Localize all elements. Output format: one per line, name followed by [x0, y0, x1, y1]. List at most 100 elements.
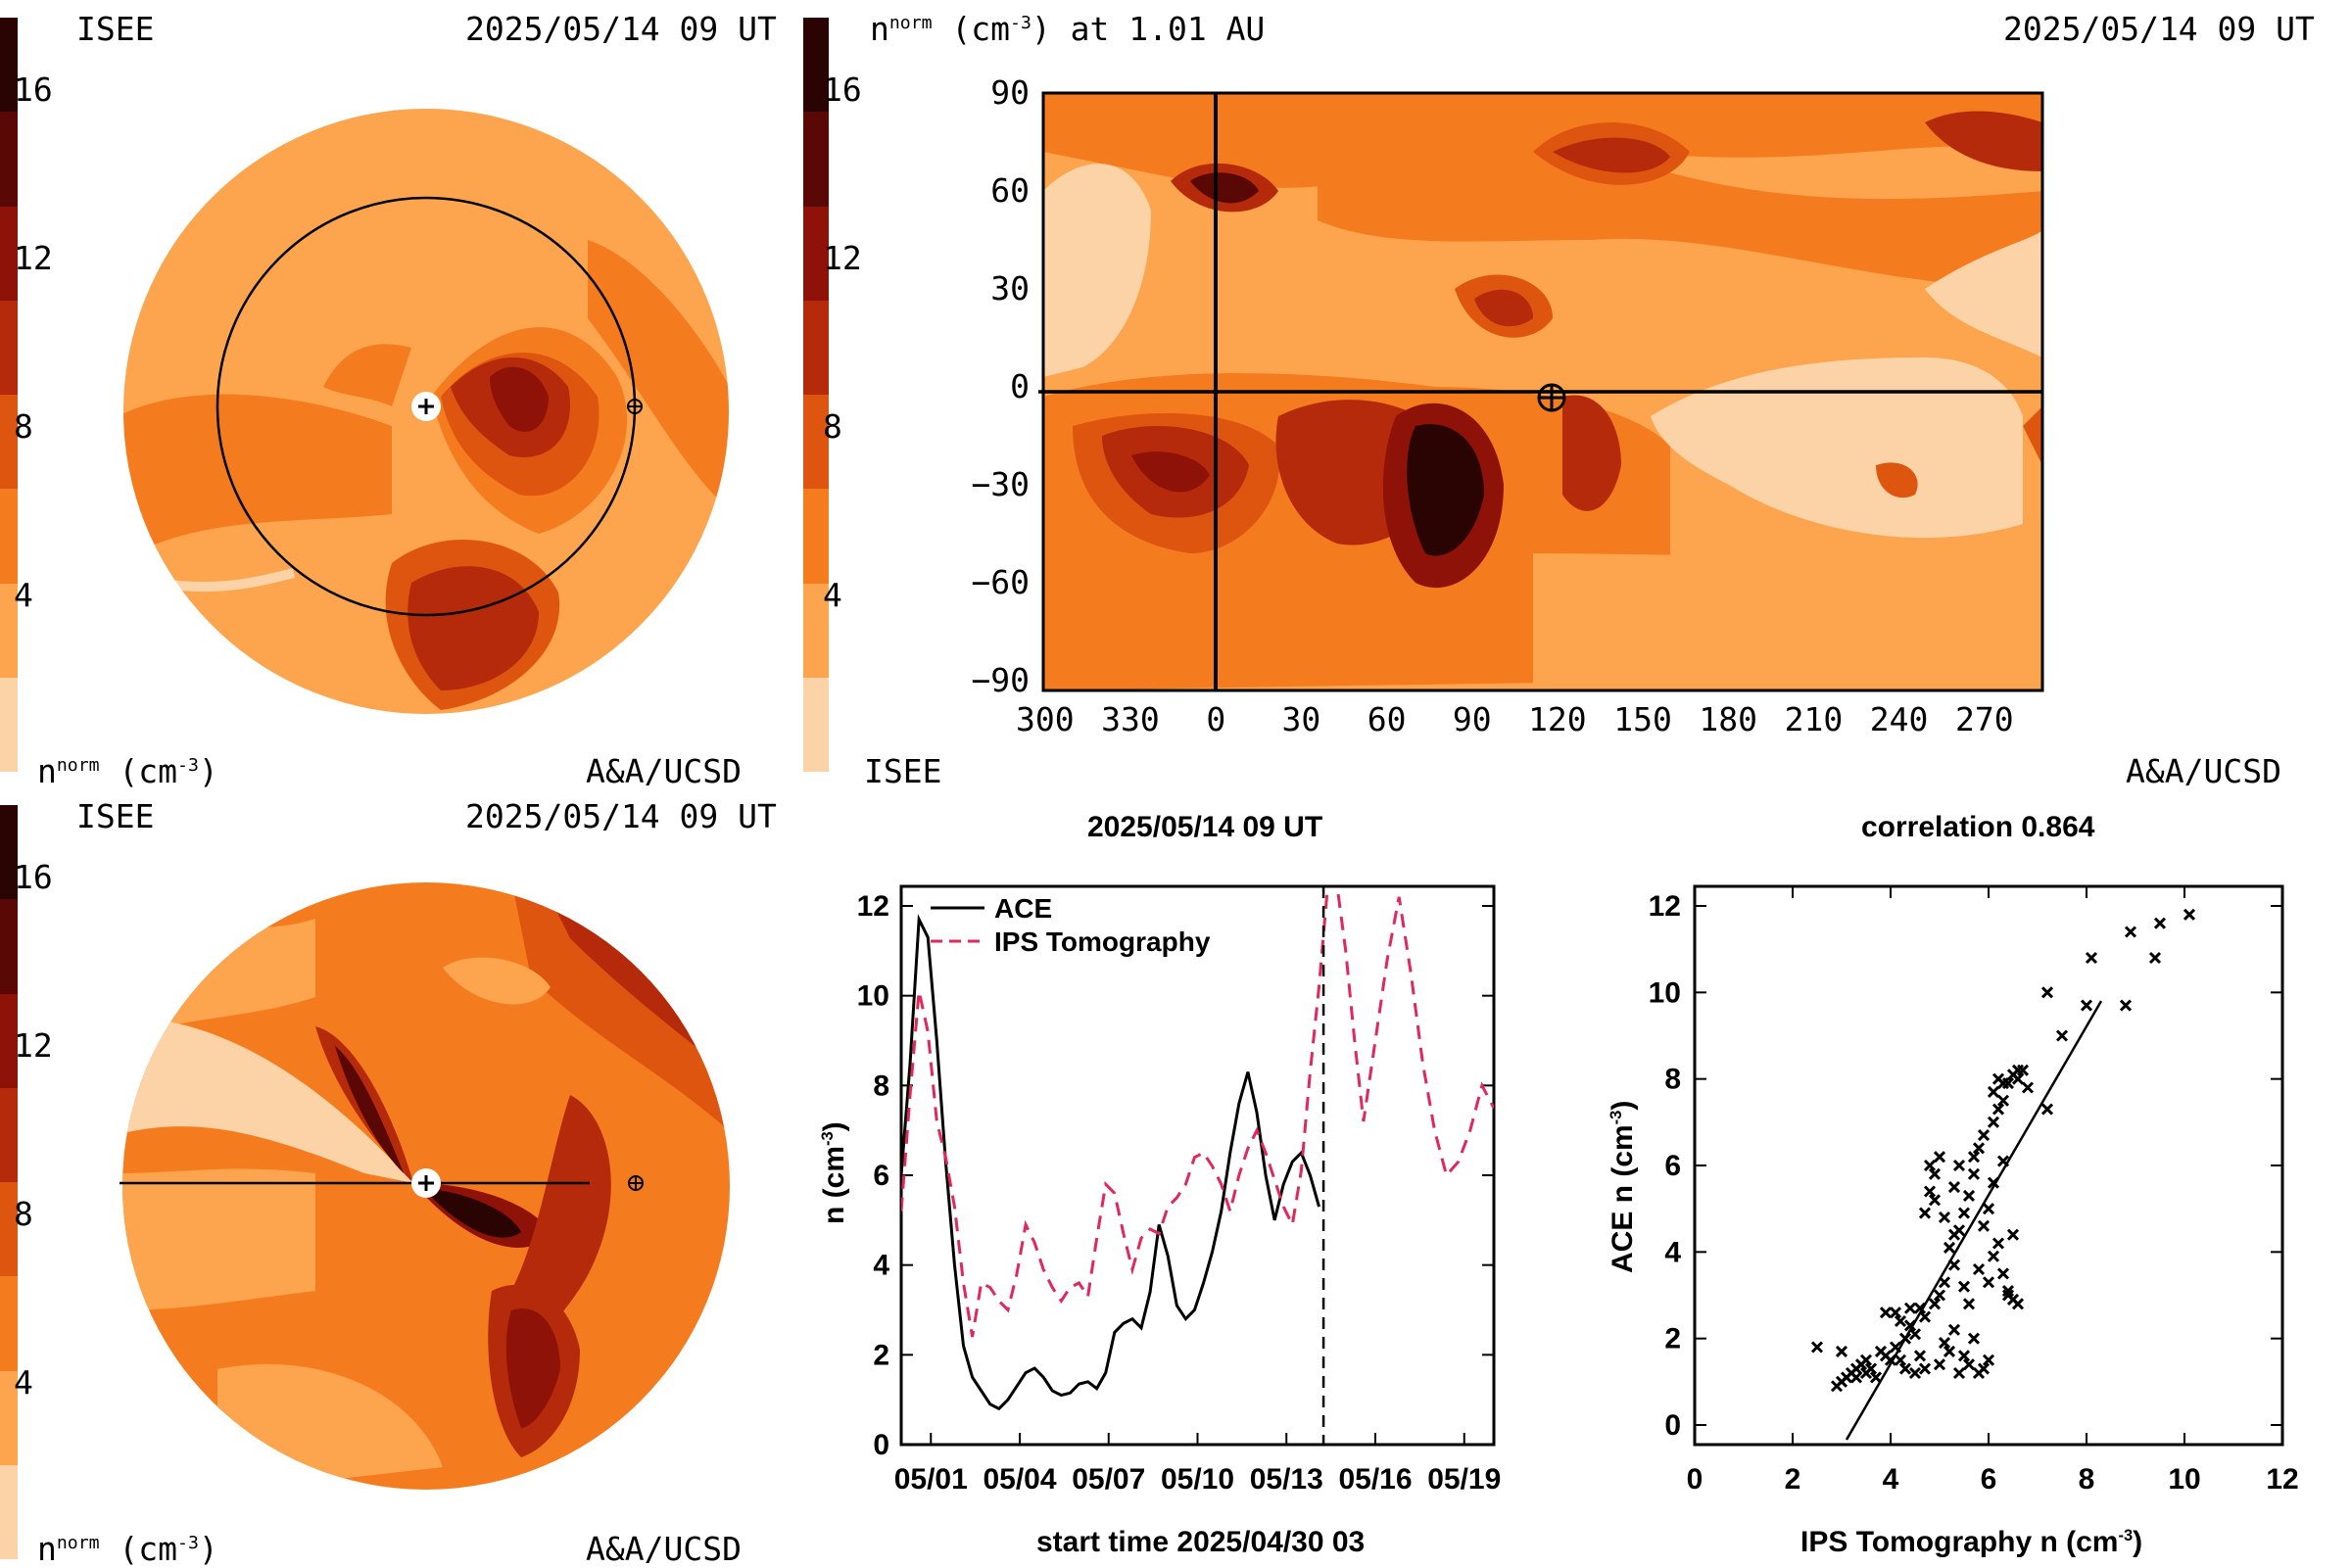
x-tick-label: 210	[1784, 700, 1844, 738]
timestamp-label: 2025/05/14 09 UT	[465, 10, 777, 48]
x-tick-label: 12	[2266, 1463, 2298, 1496]
scatter-point	[1962, 1298, 1976, 1310]
scatter-point	[2011, 1072, 2025, 1085]
scatter-point	[1987, 1116, 2000, 1128]
colorbar-tick-16: 16	[14, 71, 53, 109]
scatter-point	[2085, 951, 2098, 965]
scatter-point	[1918, 1310, 1932, 1323]
org-label: ISEE	[864, 752, 942, 790]
scatter-point	[1991, 1072, 2005, 1085]
x-tick-label: 180	[1699, 700, 1758, 738]
scatter-point	[1982, 1203, 1995, 1215]
y-tick-label: 30	[990, 269, 1030, 308]
timestamp-label: 2025/05/14 09 UT	[2003, 10, 2315, 48]
colorbar-segment	[0, 300, 18, 395]
scatter-point	[1908, 1328, 1922, 1341]
x-tick-label: 60	[1367, 700, 1407, 738]
scatter-point	[1996, 1094, 2010, 1107]
scatter-point	[1987, 1250, 2000, 1262]
scatter-point	[2148, 951, 2162, 965]
x-tick-label: 240	[1869, 700, 1929, 738]
colorbar-segment	[0, 1276, 18, 1371]
colorbar-segment	[803, 112, 829, 207]
colorbar-segment	[803, 300, 829, 395]
y-tick-label: −90	[971, 661, 1030, 699]
panel-time-series: 2025/05/14 09 UT 0 2 4 6 8 10 12 05/01 05/04 05/0…	[784, 793, 1567, 1567]
scatter-point	[1859, 1366, 1873, 1380]
scatter-point	[1869, 1371, 1883, 1384]
scatter-point	[1957, 1280, 1971, 1293]
scatter-point	[2153, 917, 2167, 929]
scatter-point	[1982, 1354, 1995, 1366]
scatter-point	[1962, 1189, 1976, 1202]
x-tick-label: 90	[1452, 700, 1492, 738]
scatter-point	[1996, 1267, 2010, 1280]
colorbar-tick-8: 8	[14, 407, 33, 446]
fit-line	[1845, 1000, 2103, 1441]
org-label: ISEE	[76, 10, 155, 48]
y-axis-label: n (cm-3)	[818, 1121, 850, 1224]
x-tick-label: 0	[1687, 1463, 1703, 1496]
panel-top-left: 16 12 8 4 ISEE 2025/05/14 09 UT nnorm (c…	[0, 0, 784, 793]
scatter-point	[1923, 1159, 1937, 1172]
unit-label: nnorm (cm-3)	[37, 752, 218, 790]
scatter-point	[1918, 1207, 1932, 1219]
panel-bottom-left: 16 12 8 4 ISEE 2025/05/14 09 UT nnorm (c…	[0, 793, 784, 1568]
legend-label: ACE	[994, 893, 1052, 924]
colorbar-tick-4: 4	[823, 576, 842, 614]
chart-title: 2025/05/14 09 UT	[1087, 811, 1323, 843]
x-tick-label: 05/16	[1338, 1463, 1412, 1496]
scatter-point	[2040, 1103, 2054, 1116]
scatter-point	[1903, 1302, 1917, 1314]
x-tick-label: 8	[2079, 1463, 2095, 1496]
colorbar-segment	[0, 206, 18, 301]
x-axis-label: IPS Tomography n (cm-3)	[1800, 1526, 2143, 1558]
panel-scatter: correlation 0.864 0 2 4 6 8 10 12 0 2 4 6 8 10 12 IPS…	[1567, 793, 2351, 1567]
y-tick-label: 10	[1649, 976, 1681, 1009]
colorbar-tick-4: 4	[14, 576, 33, 614]
scatter-point	[1987, 1085, 2000, 1098]
colorbar-segment	[803, 583, 829, 678]
colorbar-segment	[0, 1087, 18, 1182]
scatter-point	[2124, 926, 2137, 938]
scatter-point	[1913, 1350, 1927, 1362]
scatter-point	[1810, 1341, 1824, 1354]
scatter-point	[1928, 1167, 1942, 1180]
x-tick-label: 4	[1883, 1463, 1899, 1496]
scatter-point	[1987, 1176, 2000, 1189]
scatter-point	[1898, 1332, 1912, 1345]
credit-label: A&A/UCSD	[586, 1530, 742, 1568]
colorbar-segment	[803, 395, 829, 490]
x-tick-label: 0	[1206, 700, 1226, 738]
y-tick-label: 8	[873, 1069, 889, 1102]
colorbar-tick-16: 16	[823, 71, 862, 109]
scatter-point	[1972, 1142, 1986, 1155]
colorbar-segment	[0, 993, 18, 1088]
x-tick-label: 300	[1016, 700, 1075, 738]
y-axis-label: ACE n (cm-3)	[1607, 1100, 1639, 1273]
scatter-point	[1991, 1237, 2005, 1250]
polar-density-map-meridional	[120, 882, 730, 1490]
scatter-point	[1898, 1362, 1912, 1375]
scatter-point	[2080, 999, 2093, 1012]
scatter-point	[1957, 1350, 1971, 1362]
colorbar-segment	[0, 1182, 18, 1277]
colorbar	[0, 805, 18, 1559]
scatter-point	[1938, 1211, 1951, 1224]
earth-marker	[1537, 383, 1566, 412]
series-line-ips-tomography	[901, 886, 1494, 1338]
scatter-point	[1849, 1371, 1863, 1384]
unit-label: nnorm (cm-3)	[37, 1530, 218, 1568]
plot-frame	[899, 884, 1496, 1447]
x-tick-label: 150	[1613, 700, 1672, 738]
scatter-point	[1894, 1354, 1907, 1366]
y-tick-label: 4	[1664, 1236, 1681, 1268]
colorbar-segment	[0, 18, 18, 113]
time-series-chart: 0 2 4 6 8 10 12 05/01 05/04 05/07 05/10 05/13 05/16 0…	[857, 884, 1501, 1496]
colorbar-segment	[0, 1464, 18, 1559]
scatter-point	[1947, 1259, 1961, 1271]
y-tick-label: 60	[990, 171, 1030, 210]
y-tick-label: 12	[1649, 890, 1681, 923]
x-tick-label: 330	[1101, 700, 1160, 738]
colorbar-segment	[803, 489, 829, 584]
